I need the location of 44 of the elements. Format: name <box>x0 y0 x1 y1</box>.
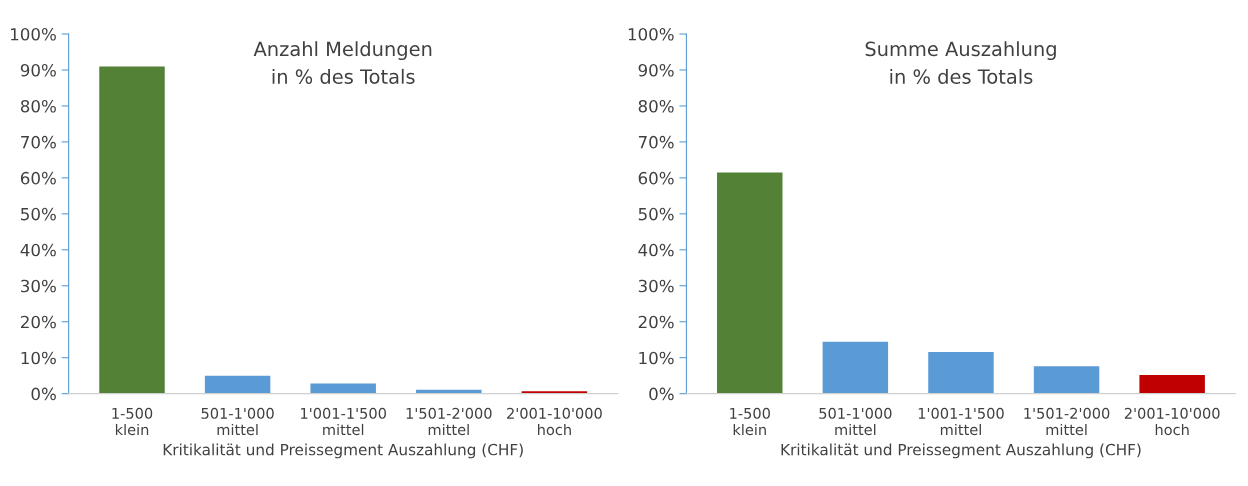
y-tick-label: 90% <box>638 63 674 77</box>
x-tick-label: 1'001-1'500 mittel <box>918 407 1004 436</box>
x-axis-title: Kritikalität und Preissegment Auszahlung (CHF) <box>781 443 1141 459</box>
y-tick-label: 0% <box>31 387 56 401</box>
x-tick-label: 1-500 klein <box>112 407 153 436</box>
x-tick-label: 2'001-10'000 hoch <box>507 407 602 436</box>
bar <box>717 172 783 394</box>
y-tick-label: 70% <box>21 135 56 149</box>
y-tick-label: 10% <box>21 351 56 365</box>
text: Anzahl Meldungen in % des Totals <box>253 41 432 84</box>
x-axis-title: Kritikalität und Preissegment Auszahlung (CHF) <box>163 443 523 459</box>
y-tick-label: 50% <box>21 207 56 221</box>
text: Summe Auszahlung in % des Totals <box>865 41 1056 84</box>
x-tick-label: 1-500 klein <box>730 407 770 436</box>
x-tick-label: 1'501-2'000 mittel <box>406 407 492 436</box>
y-tick-label: 40% <box>638 243 674 257</box>
y-tick-label: 60% <box>20 171 56 185</box>
bar <box>928 351 994 394</box>
y-tick-label: 100% <box>11 27 56 41</box>
y-tick-label: 20% <box>638 315 674 329</box>
bar <box>204 375 271 394</box>
y-tick-label: 70% <box>638 135 674 149</box>
bar <box>822 341 889 394</box>
y-tick-label: 100% <box>628 27 674 41</box>
y-tick-label: 60% <box>638 171 674 185</box>
bar <box>99 66 165 394</box>
x-tick-label: 2'001-10'000 hoch <box>1124 407 1220 436</box>
y-tick-label: 40% <box>20 243 56 257</box>
x-tick-label: 501-1'000 mittel <box>201 407 274 436</box>
bar <box>310 383 376 394</box>
y-tick-label: 30% <box>638 279 674 293</box>
y-tick-label: 80% <box>638 99 674 113</box>
x-tick-label: 501-1'000 mittel <box>819 407 892 436</box>
x-tick-label: 1'001-1'500 mittel <box>301 407 386 436</box>
y-tick-label: 10% <box>639 351 674 365</box>
y-tick-label: 90% <box>20 63 56 77</box>
bar <box>1139 374 1205 394</box>
x-tick-label: 1'501-2'000 mittel <box>1024 407 1110 436</box>
y-tick-label: 80% <box>20 99 56 113</box>
y-tick-label: 20% <box>21 315 56 329</box>
y-tick-label: 50% <box>638 207 674 221</box>
y-tick-label: 0% <box>649 387 674 401</box>
y-tick-label: 30% <box>21 279 56 293</box>
bar <box>1033 366 1100 394</box>
